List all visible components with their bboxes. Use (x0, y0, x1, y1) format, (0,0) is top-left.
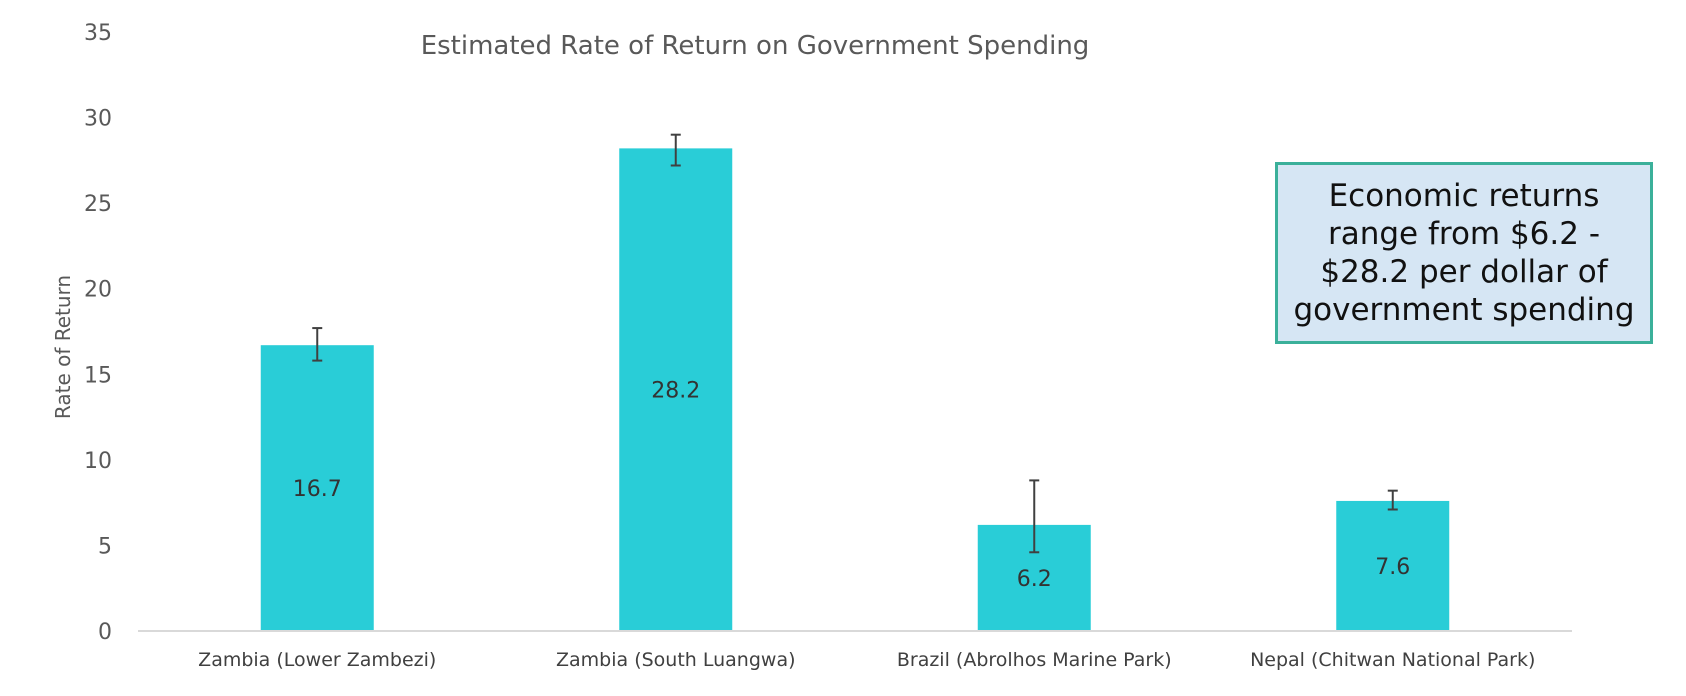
error-bar (670, 133, 681, 167)
data-label: 6.2 (1017, 567, 1052, 592)
data-label: 7.6 (1375, 555, 1410, 580)
y-tick-label: 30 (84, 107, 112, 132)
category-labels: Zambia (Lower Zambezi) Zambia (South Luan… (198, 649, 1535, 671)
y-axis-ticks: 0 5 10 15 20 25 30 35 (84, 21, 112, 645)
y-tick-label: 10 (84, 449, 112, 474)
y-tick-label: 25 (84, 192, 112, 217)
bar (619, 148, 733, 631)
category-label: Zambia (Lower Zambezi) (198, 649, 436, 671)
error-bar (1387, 489, 1398, 511)
data-label: 28.2 (651, 379, 700, 404)
data-label: 16.7 (293, 477, 342, 502)
category-label: Zambia (South Luangwa) (556, 649, 796, 671)
y-tick-label: 15 (84, 363, 112, 388)
error-bar (1029, 479, 1040, 554)
category-label: Nepal (Chitwan National Park) (1250, 649, 1535, 671)
y-tick-label: 0 (98, 620, 112, 645)
error-bars (312, 133, 1398, 554)
error-bar (312, 327, 323, 362)
annotation-text: Economic returns range from $6.2 - $28.2… (1293, 178, 1635, 328)
y-tick-label: 35 (84, 21, 112, 46)
bar (260, 345, 374, 631)
bar (1336, 500, 1450, 631)
data-labels: 16.7 28.2 6.2 7.6 (293, 379, 1410, 592)
y-tick-label: 20 (84, 278, 112, 303)
bars (260, 148, 1450, 631)
category-label: Brazil (Abrolhos Marine Park) (897, 649, 1172, 671)
annotation-box: Economic returns range from $6.2 - $28.2… (1275, 162, 1653, 344)
y-tick-label: 5 (98, 534, 112, 559)
chart-title: Estimated Rate of Return on Government S… (421, 31, 1090, 61)
y-axis-title: Rate of Return (51, 275, 75, 419)
